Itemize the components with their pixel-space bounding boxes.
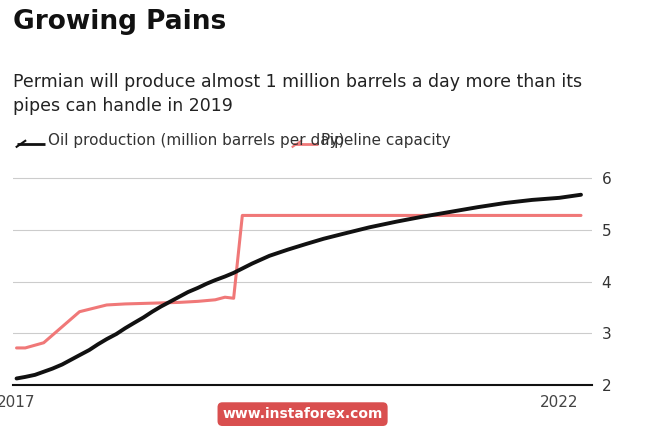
Text: www.instaforex.com: www.instaforex.com xyxy=(222,407,383,421)
Text: Oil production (million barrels per day): Oil production (million barrels per day) xyxy=(48,133,344,148)
Text: Permian will produce almost 1 million barrels a day more than its
pipes can hand: Permian will produce almost 1 million ba… xyxy=(13,73,583,115)
Text: Growing Pains: Growing Pains xyxy=(13,9,227,35)
Text: Pipeline capacity: Pipeline capacity xyxy=(321,133,450,148)
